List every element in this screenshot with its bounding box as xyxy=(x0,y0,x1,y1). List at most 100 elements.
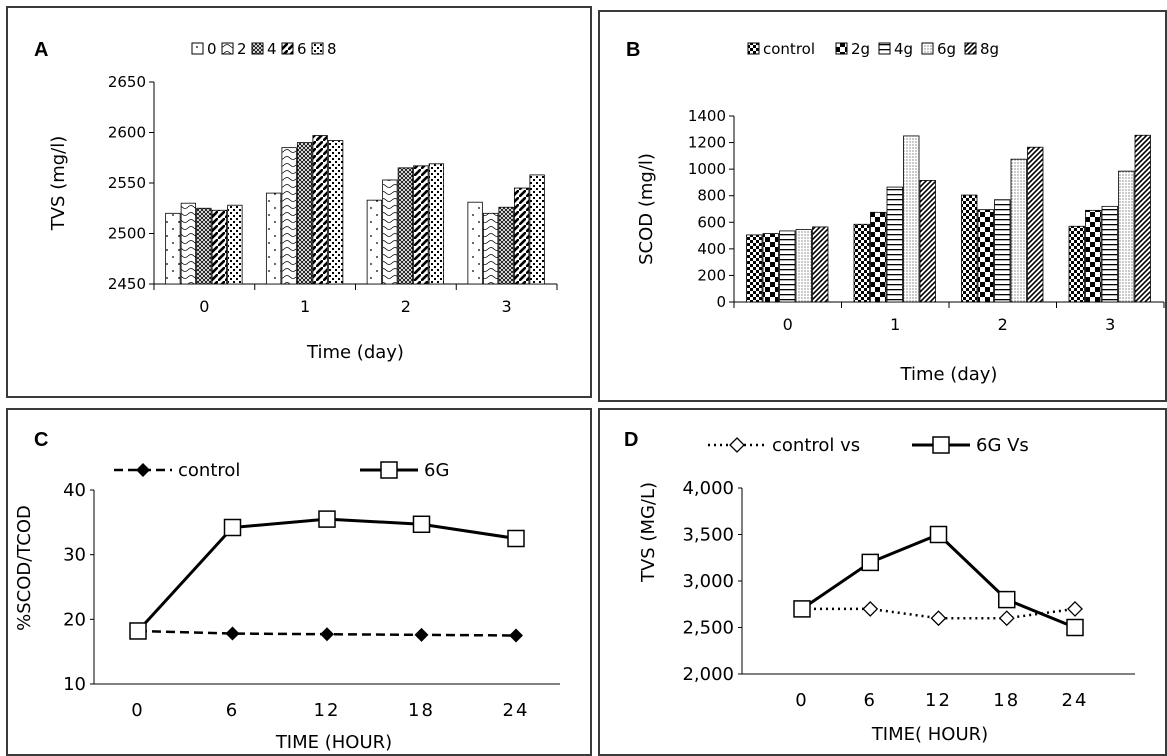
bar xyxy=(812,226,829,303)
data-point xyxy=(1067,600,1083,617)
panel-letter: D xyxy=(624,429,638,451)
data-point xyxy=(320,627,334,642)
y-tick-label: 1000 xyxy=(688,160,726,178)
y-tick-label: 2600 xyxy=(108,124,146,142)
y-tick-label: 1400 xyxy=(688,107,726,125)
bar xyxy=(1027,146,1044,303)
panel-letter: A xyxy=(34,39,48,61)
y-tick-label: 40 xyxy=(63,480,86,501)
x-tick-label: 0 xyxy=(795,690,808,711)
legend-swatch xyxy=(964,42,977,55)
bar xyxy=(327,140,344,285)
panel-a: A 0 2 4 6 8 2450 2500 2550 2600 2650 0 1 2 3 Time (day)… xyxy=(6,6,592,398)
chart-a: A 0 2 4 6 8 2450 2500 2550 2600 2650 0 1 2 3 Time (day)… xyxy=(34,39,558,363)
bar xyxy=(482,212,499,285)
y-tick-label: 4,000 xyxy=(682,478,734,499)
legend-label: 4g xyxy=(894,40,913,58)
legend-label: 6G xyxy=(424,460,449,481)
bar xyxy=(227,204,243,285)
legend-label: 6g xyxy=(937,40,956,58)
y-tick-label: 0 xyxy=(716,293,726,311)
data-point xyxy=(932,436,950,454)
x-tick-label: 12 xyxy=(314,700,341,721)
bar xyxy=(312,135,328,285)
bar xyxy=(903,135,920,303)
x-tick-label: 24 xyxy=(1062,690,1089,711)
bar xyxy=(779,230,796,303)
series-line xyxy=(802,607,1076,620)
legend-swatch xyxy=(921,42,934,55)
legend-label: 6 xyxy=(297,40,307,58)
data-point xyxy=(998,610,1015,627)
panel-letter: B xyxy=(626,39,640,61)
y-tick-label: 2450 xyxy=(108,275,146,293)
bar xyxy=(1085,209,1102,303)
data-point xyxy=(793,600,811,618)
data-point xyxy=(223,518,242,537)
data-point xyxy=(225,626,240,641)
bar xyxy=(366,199,383,285)
bar xyxy=(1068,225,1085,303)
y-tick-label: 3,500 xyxy=(682,525,734,546)
bar xyxy=(281,147,297,285)
x-tick-label: 1 xyxy=(300,297,310,316)
y-tick-label: 2,000 xyxy=(682,664,734,685)
bar xyxy=(870,211,887,303)
x-tick-label: 18 xyxy=(408,700,435,721)
y-axis-title: SCOD (mg/l) xyxy=(636,153,657,265)
legend-swatch xyxy=(311,42,324,55)
bar xyxy=(1010,158,1027,303)
bar xyxy=(1134,134,1151,303)
legend-label: control xyxy=(178,460,240,481)
data-point xyxy=(414,627,429,642)
legend-swatch xyxy=(221,42,234,55)
data-point xyxy=(1066,618,1084,637)
y-tick-label: 30 xyxy=(63,545,86,566)
x-tick-label: 3 xyxy=(1105,315,1115,334)
legend-label: control xyxy=(763,40,815,58)
data-point xyxy=(509,628,523,643)
data-point xyxy=(136,463,150,477)
bar xyxy=(498,206,514,285)
data-point xyxy=(412,515,431,534)
legend-swatch xyxy=(835,42,848,55)
bar xyxy=(428,163,445,285)
x-tick-label: 24 xyxy=(503,700,530,721)
x-tick-label: 0 xyxy=(783,315,793,334)
bar xyxy=(382,179,398,285)
bar xyxy=(886,186,903,303)
data-point xyxy=(507,529,525,548)
x-tick-label: 12 xyxy=(925,690,952,711)
y-tick-label: 2,500 xyxy=(682,618,734,639)
data-point xyxy=(318,510,336,528)
bar xyxy=(265,192,282,285)
bar xyxy=(165,212,181,285)
y-axis-title: TVS (mg/l) xyxy=(48,136,69,232)
legend-label: 6G Vs xyxy=(976,435,1029,456)
x-tick-label: 2 xyxy=(998,315,1008,334)
y-tick-label: 400 xyxy=(697,240,726,258)
legend-swatch xyxy=(878,42,891,55)
bar xyxy=(413,165,429,285)
x-tick-label: 6 xyxy=(226,700,239,721)
bar xyxy=(746,234,763,303)
x-axis-title: TIME( HOUR) xyxy=(871,724,988,745)
legend-swatch xyxy=(251,42,264,55)
bar xyxy=(762,233,779,303)
legend-label: 8 xyxy=(327,40,337,58)
bar xyxy=(196,207,212,285)
bar xyxy=(961,194,978,303)
y-tick-label: 2500 xyxy=(108,225,146,243)
bar xyxy=(529,174,545,285)
x-axis-title: Time (day) xyxy=(900,364,998,385)
x-tick-label: 6 xyxy=(864,690,877,711)
bar xyxy=(180,202,197,285)
y-tick-label: 600 xyxy=(697,213,726,231)
x-tick-label: 2 xyxy=(401,297,411,316)
legend-label: 8g xyxy=(980,40,999,58)
y-tick-label: 1200 xyxy=(688,134,726,152)
bar xyxy=(795,229,812,303)
